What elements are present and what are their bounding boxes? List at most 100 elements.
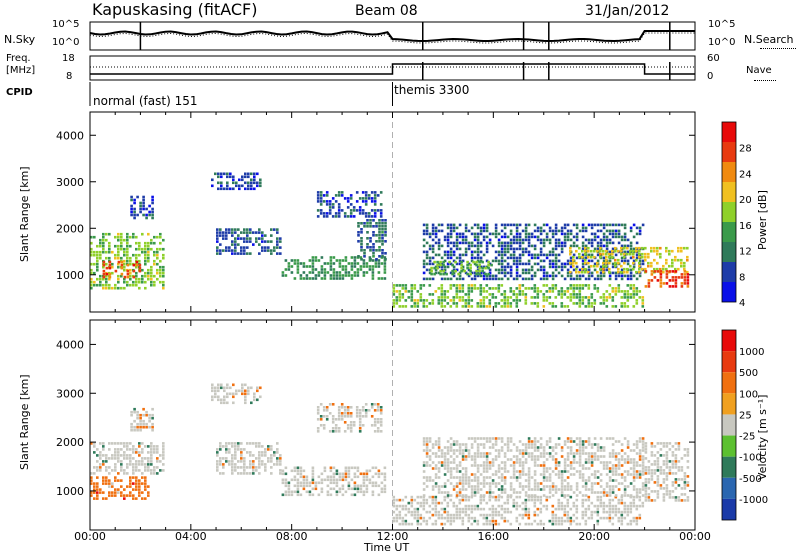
velocity-cell	[671, 484, 675, 487]
power-cell	[401, 287, 405, 290]
velocity-cell	[527, 479, 531, 482]
power-ylabel: Slant Range [km]	[18, 166, 31, 262]
power-cell	[614, 264, 617, 268]
velocity-cell	[500, 437, 504, 440]
power-cell	[237, 237, 240, 240]
velocity-cell	[635, 452, 639, 455]
velocity-cell	[264, 469, 267, 472]
velocity-cell	[683, 481, 687, 484]
velocity-cell	[150, 442, 153, 445]
velocity-cell	[527, 494, 531, 497]
velocity-cell	[135, 448, 138, 451]
velocity-cell	[374, 484, 378, 488]
velocity-cell	[343, 415, 347, 418]
velocity-cell	[596, 504, 600, 508]
power-cell	[259, 178, 262, 182]
velocity-cell	[671, 454, 675, 457]
velocity-cell	[129, 482, 132, 485]
velocity-cell	[425, 446, 429, 449]
power-cell	[542, 268, 546, 272]
velocity-cell	[446, 449, 450, 452]
velocity-cell	[524, 522, 528, 526]
power-cell	[252, 231, 255, 234]
power-cell	[276, 243, 279, 246]
power-cell	[665, 246, 668, 250]
power-cell	[527, 232, 531, 236]
power-cell	[506, 271, 510, 275]
velocity-cell	[346, 406, 350, 409]
velocity-cell	[410, 498, 414, 502]
power-cell	[311, 256, 315, 259]
power-cell	[608, 270, 611, 274]
power-cell	[466, 272, 469, 276]
velocity-cell	[145, 422, 148, 426]
velocity-cell	[611, 437, 615, 440]
velocity-cell	[524, 510, 528, 514]
power-cell	[542, 293, 546, 296]
velocity-cell	[656, 493, 660, 496]
velocity-cell	[141, 457, 144, 460]
velocity-cell	[518, 476, 522, 479]
velocity-cell	[129, 460, 132, 463]
power-cell	[602, 299, 606, 302]
power-cell	[623, 290, 627, 293]
velocity-cell	[422, 464, 426, 467]
power-cell	[220, 187, 223, 191]
velocity-cell	[302, 475, 306, 479]
velocity-cell	[129, 491, 132, 494]
power-cell	[548, 296, 552, 299]
power-cell	[316, 194, 320, 197]
velocity-cell	[503, 510, 507, 514]
power-cell	[270, 228, 273, 231]
velocity-cell	[428, 440, 432, 443]
velocity-cell	[136, 422, 139, 426]
velocity-cell	[608, 470, 612, 473]
velocity-cell	[623, 476, 627, 479]
velocity-cell	[446, 519, 450, 523]
power-cell	[334, 194, 338, 197]
power-cell	[584, 296, 588, 299]
velocity-cell	[370, 406, 374, 409]
velocity-cell	[108, 442, 111, 445]
velocity-cell	[476, 488, 480, 491]
velocity-cell	[557, 501, 561, 505]
power-cell	[500, 299, 504, 302]
power-cell	[296, 262, 300, 265]
velocity-cell	[497, 464, 501, 467]
power-cell	[470, 290, 474, 293]
power-cell	[473, 238, 477, 242]
velocity-cell	[620, 449, 624, 452]
velocity-cell	[419, 516, 423, 520]
velocity-cell	[431, 461, 435, 464]
power-cell	[587, 223, 591, 227]
power-cell	[249, 231, 252, 234]
velocity-cell	[470, 485, 474, 488]
power-cell	[476, 226, 480, 230]
velocity-cell	[629, 449, 633, 452]
velocity-cell	[506, 443, 510, 446]
power-cell	[644, 270, 648, 273]
velocity-cell	[581, 449, 585, 452]
power-cell	[464, 293, 468, 296]
velocity-cell	[461, 452, 465, 455]
velocity-cell	[539, 495, 543, 499]
power-cell	[141, 277, 144, 281]
power-cell	[102, 232, 105, 236]
velocity-cell	[605, 494, 609, 497]
velocity-cell	[96, 485, 99, 488]
velocity-cell	[683, 448, 687, 451]
power-cell	[139, 204, 142, 208]
power-cell	[572, 277, 576, 281]
power-cell	[361, 212, 365, 215]
velocity-cell	[488, 485, 492, 488]
power-cell	[665, 267, 668, 271]
velocity-cell	[413, 507, 417, 511]
power-cell	[512, 293, 516, 296]
velocity-cell	[587, 467, 591, 470]
velocity-cell	[557, 443, 561, 446]
power-cell	[247, 184, 250, 188]
power-cell	[329, 274, 333, 277]
power-cell	[590, 241, 594, 245]
power-cell	[250, 172, 253, 176]
power-cell	[500, 305, 504, 308]
